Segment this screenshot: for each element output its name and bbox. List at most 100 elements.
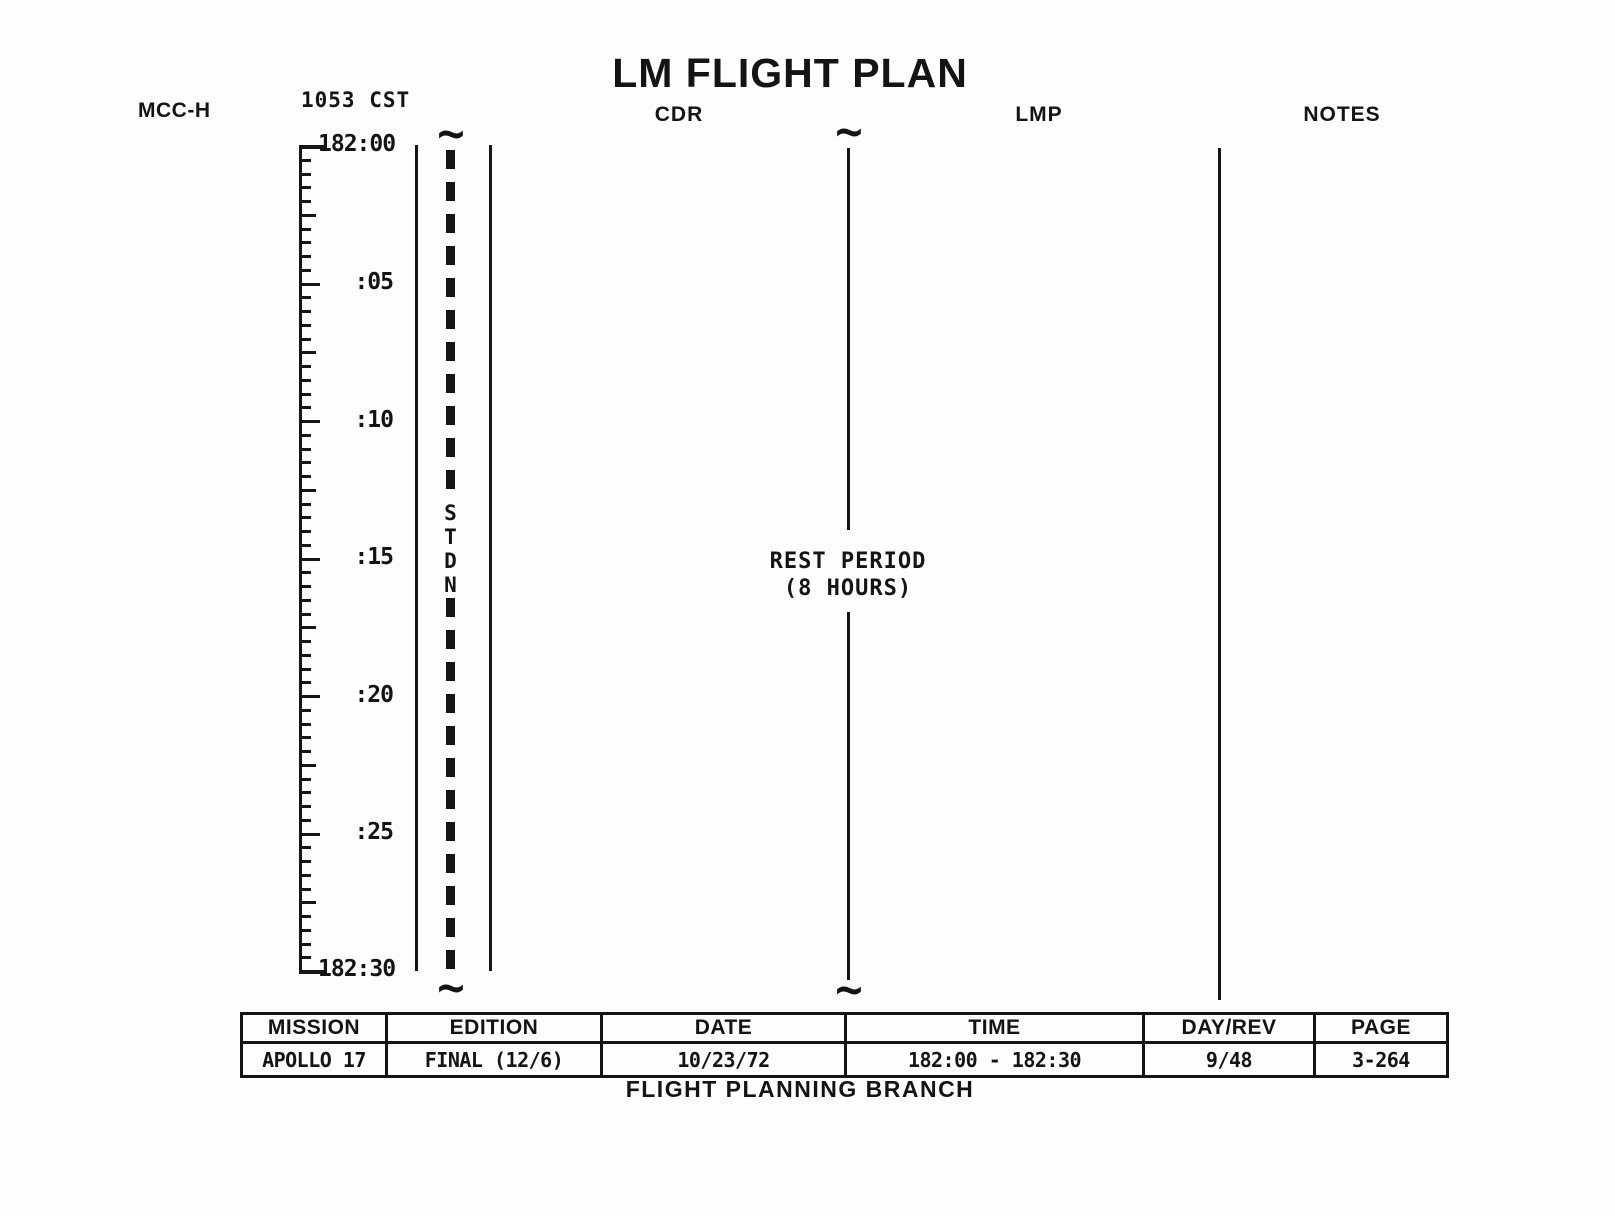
table-value-date: 10/23/72: [603, 1044, 847, 1075]
ruler-tick: [299, 351, 316, 355]
ruler-tick: [299, 268, 311, 272]
ruler-tick: [299, 873, 311, 877]
ruler-tick: [299, 695, 320, 698]
ruler-tick: [299, 901, 316, 905]
ruler-tick: [299, 406, 311, 410]
ruler-tick: [299, 475, 311, 478]
table-header-mission: MISSION: [243, 1015, 388, 1044]
ruler-tick: [299, 860, 311, 863]
stdn-label: S T D N: [444, 501, 457, 597]
table-value-mission: APOLLO 17: [243, 1044, 388, 1075]
ruler-tick: [299, 530, 311, 533]
squiggle-top-stdn-icon: ~: [437, 106, 465, 160]
ruler-tick: [299, 887, 311, 891]
ruler-tick: [299, 282, 320, 286]
ruler-tick: [299, 213, 316, 217]
column-header-mcc-h: MCC-H: [138, 99, 211, 122]
ruler-end-label: 182:30: [318, 956, 396, 982]
page-title: LM FLIGHT PLAN: [612, 50, 968, 96]
table-value-page: 3-264: [1352, 1047, 1410, 1072]
table-header-dayrev: DAY/REV: [1145, 1015, 1316, 1044]
ruler-tick: [299, 461, 311, 465]
ruler-tick: [299, 158, 311, 162]
ruler-tick-label: :20: [354, 682, 394, 708]
ruler-tick: [299, 255, 311, 258]
ruler-tick: [299, 915, 311, 918]
ruler-tick: [299, 763, 316, 767]
ruler-tick: [299, 543, 311, 547]
ruler-tick: [299, 805, 311, 808]
ruler-tick: [299, 447, 311, 451]
ruler-tick: [299, 296, 311, 300]
ruler-tick: [299, 626, 316, 630]
ruler-tick: [299, 420, 320, 423]
ruler-tick: [299, 585, 311, 588]
ruler-start-label: 182:00: [318, 131, 396, 157]
rest-period-line: [847, 612, 850, 980]
ruler-tick: [299, 667, 311, 671]
ruler-tick-label: :05: [354, 269, 394, 295]
ruler-tick: [299, 928, 311, 932]
cst-time-label: 1053 CST: [301, 88, 411, 112]
column-header-lmp: LMP: [1015, 103, 1063, 126]
squiggle-top-cdr-icon: ~: [835, 104, 863, 158]
ruler-tick: [299, 227, 311, 231]
ruler-tick: [299, 488, 316, 492]
ruler-tick: [299, 392, 311, 396]
ruler-tick: [299, 640, 311, 643]
ruler-tick-label: :10: [354, 407, 394, 433]
ruler-tick: [299, 516, 311, 520]
ruler-tick: [299, 750, 311, 753]
ruler-tick: [299, 653, 311, 657]
ruler-tick: [299, 433, 311, 437]
ruler-tick: [299, 612, 311, 616]
ruler-tick: [299, 970, 326, 974]
ruler-tick: [299, 736, 311, 740]
mcch-column-line-right: [489, 145, 492, 971]
ruler-tick: [299, 681, 311, 685]
ruler-tick-label: :15: [354, 544, 394, 570]
ruler-tick: [299, 337, 311, 341]
ruler-tick: [299, 557, 320, 561]
ruler-tick: [299, 365, 311, 368]
ruler-tick: [299, 145, 326, 149]
footer-title: FLIGHT PLANNING BRANCH: [625, 1076, 975, 1102]
table-header-page: PAGE: [1316, 1015, 1446, 1044]
table-header-date: DATE: [603, 1015, 847, 1044]
ruler-tick-label: :25: [354, 819, 394, 845]
ruler-tick: [299, 956, 311, 960]
ruler-tick: [299, 172, 311, 176]
ruler-tick: [299, 598, 311, 602]
column-header-cdr: CDR: [654, 103, 704, 126]
ruler-tick: [299, 200, 311, 203]
ruler-tick: [299, 777, 311, 781]
stdn-dashed-line: [446, 598, 455, 982]
column-header-notes: NOTES: [1303, 103, 1381, 126]
ruler-tick: [299, 502, 311, 506]
squiggle-bottom-cdr-icon: ~: [835, 962, 863, 1016]
rest-period-line: [847, 148, 850, 530]
ruler-tick: [299, 310, 311, 313]
ruler-tick: [299, 571, 311, 575]
mcch-column-line-left: [415, 145, 418, 971]
ruler-tick: [299, 186, 311, 190]
table-header-edition: EDITION: [388, 1015, 603, 1044]
ruler-tick: [299, 323, 311, 327]
lmp-notes-divider-line: [1218, 148, 1221, 1000]
ruler-tick: [299, 722, 311, 726]
ruler-tick: [299, 708, 311, 712]
ruler-tick: [299, 832, 320, 836]
info-table: MISSION EDITION DATE TIME DAY/REV PAGE A…: [240, 1012, 1449, 1078]
ruler-tick: [299, 378, 311, 382]
table-value-dayrev: 9/48: [1145, 1044, 1316, 1075]
table-value-time: 182:00 - 182:30: [847, 1044, 1145, 1075]
table-value-edition: FINAL (12/6): [388, 1044, 603, 1075]
timeline-ruler-ticks: [299, 145, 329, 974]
rest-period-label: REST PERIOD (8 HOURS): [769, 549, 927, 601]
stdn-dashed-line: [446, 150, 455, 500]
ruler-tick: [299, 241, 311, 245]
ruler-tick: [299, 942, 311, 946]
squiggle-bottom-stdn-icon: ~: [437, 960, 465, 1014]
table-header-time: TIME: [847, 1015, 1145, 1044]
